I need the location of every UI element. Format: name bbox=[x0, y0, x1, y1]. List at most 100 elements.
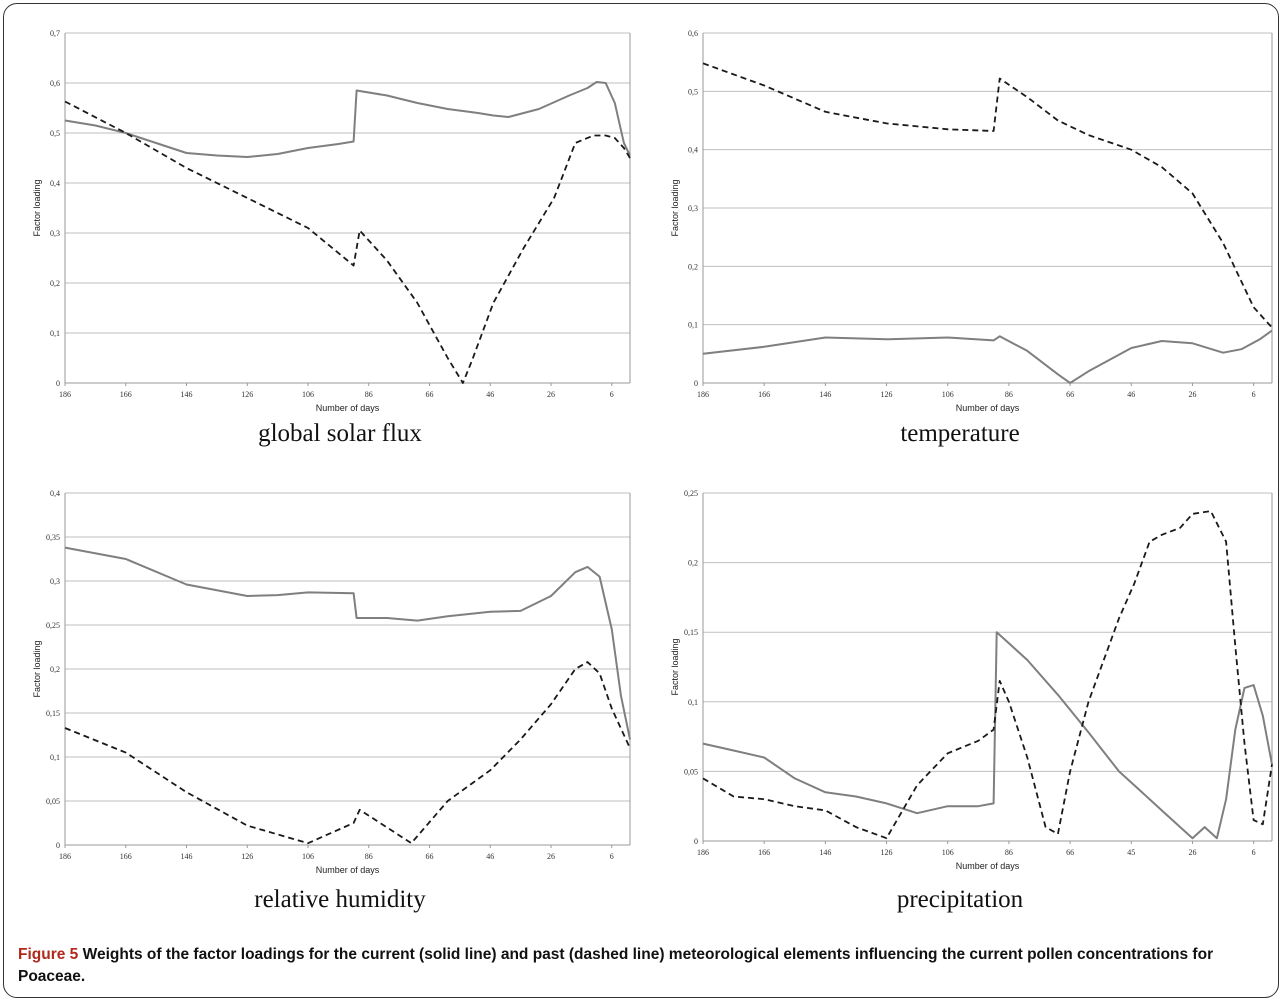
x-tick-label: 166 bbox=[758, 848, 770, 857]
y-tick-label: 0,2 bbox=[688, 559, 698, 568]
series-current-solid bbox=[702, 329, 1273, 384]
y-tick-label: 0,15 bbox=[684, 628, 698, 637]
y-tick-label: 0,25 bbox=[46, 621, 60, 630]
x-tick-label: 26 bbox=[1188, 390, 1196, 399]
y-tick-label: 0 bbox=[694, 379, 698, 388]
series-past-dashed bbox=[64, 661, 631, 845]
y-tick-label: 0,5 bbox=[688, 87, 698, 96]
figure-caption: Figure 5 Weights of the factor loadings … bbox=[18, 944, 1263, 988]
y-tick-label: 0,6 bbox=[688, 29, 698, 38]
series-past-dashed bbox=[64, 100, 631, 384]
x-tick-label: 6 bbox=[610, 390, 614, 399]
y-tick-label: 0,25 bbox=[684, 489, 698, 498]
x-tick-label: 46 bbox=[1127, 390, 1135, 399]
y-tick-label: 0,2 bbox=[688, 262, 698, 271]
x-tick-label: 106 bbox=[942, 390, 954, 399]
x-tick-label: 86 bbox=[1005, 848, 1013, 857]
subcaption-temperature: temperature bbox=[900, 420, 1020, 447]
y-tick-label: 0,1 bbox=[688, 698, 698, 707]
x-tick-label: 66 bbox=[426, 852, 434, 861]
x-axis-label: Number of days bbox=[316, 403, 380, 413]
chart-precipitation: 0 0,05 0,1 0,15 0,2 0,25 186 166 146 126 106 86 66 45… bbox=[670, 489, 1273, 871]
series-current-solid bbox=[702, 631, 1273, 840]
y-tick-label: 0,2 bbox=[50, 279, 60, 288]
y-tick-label: 0,3 bbox=[50, 229, 60, 238]
subcaption-humidity: relative humidity bbox=[254, 886, 426, 913]
x-tick-label: 26 bbox=[547, 390, 555, 399]
subcaption-precipitation: precipitation bbox=[896, 886, 1024, 913]
chart-panel-humidity: 0 0,05 0,1 0,15 0,2 0,25 0,3 0,35 0,4 186 166 146 12… bbox=[0, 480, 640, 935]
y-tick-label: 0,15 bbox=[46, 709, 60, 718]
x-tick-label: 6 bbox=[610, 852, 614, 861]
y-tick-label: 0 bbox=[56, 379, 60, 388]
y-tick-label: 0,6 bbox=[50, 79, 60, 88]
x-tick-label: 126 bbox=[881, 848, 893, 857]
series-past-dashed bbox=[702, 62, 1273, 329]
chart-humidity: 0 0,05 0,1 0,15 0,2 0,25 0,3 0,35 0,4 186 166 146 12… bbox=[32, 489, 631, 875]
y-axis-label: Factor loading bbox=[670, 179, 680, 236]
y-tick-label: 0,5 bbox=[50, 129, 60, 138]
y-axis-label: Factor loading bbox=[32, 179, 42, 236]
series-past-dashed bbox=[702, 510, 1273, 840]
x-tick-label: 126 bbox=[241, 852, 253, 861]
chart-panel-temperature: 0 0,1 0,2 0,3 0,4 0,5 0,6 186 166 146 126 106 86 66 46… bbox=[640, 0, 1282, 480]
figure-label: Figure 5 bbox=[18, 946, 79, 963]
y-tick-label: 0,3 bbox=[688, 204, 698, 213]
chart-solar-flux: 0 0,1 0,2 0,3 0,4 0,5 0,6 0,7 186 166 146 126 106 86 6… bbox=[32, 29, 631, 413]
y-axis-label: Factor loading bbox=[670, 638, 680, 695]
y-tick-label: 0,1 bbox=[50, 753, 60, 762]
y-tick-label: 0,4 bbox=[50, 489, 60, 498]
x-tick-label: 146 bbox=[181, 390, 193, 399]
x-tick-label: 186 bbox=[59, 390, 71, 399]
chart-temperature: 0 0,1 0,2 0,3 0,4 0,5 0,6 186 166 146 126 106 86 66 46… bbox=[670, 29, 1273, 413]
subcaption-solar-flux: global solar flux bbox=[258, 420, 422, 447]
x-tick-label: 186 bbox=[697, 848, 709, 857]
x-tick-label: 86 bbox=[365, 852, 373, 861]
y-tick-label: 0,05 bbox=[684, 767, 698, 776]
x-tick-label: 106 bbox=[942, 848, 954, 857]
figure-caption-text: Weights of the factor loadings for the c… bbox=[18, 946, 1214, 985]
x-tick-label: 66 bbox=[426, 390, 434, 399]
x-tick-label: 186 bbox=[697, 390, 709, 399]
series-current-solid bbox=[64, 546, 631, 740]
y-tick-label: 0,4 bbox=[688, 146, 698, 155]
y-tick-label: 0,3 bbox=[50, 577, 60, 586]
series-current-solid bbox=[64, 81, 631, 158]
x-tick-label: 66 bbox=[1066, 848, 1074, 857]
x-tick-label: 146 bbox=[819, 390, 831, 399]
y-tick-label: 0,1 bbox=[50, 329, 60, 338]
x-tick-label: 6 bbox=[1252, 848, 1256, 857]
y-tick-label: 0,1 bbox=[688, 321, 698, 330]
y-tick-label: 0,7 bbox=[50, 29, 60, 38]
x-tick-label: 66 bbox=[1066, 390, 1074, 399]
x-tick-label: 46 bbox=[486, 852, 494, 861]
x-tick-label: 26 bbox=[547, 852, 555, 861]
x-tick-label: 26 bbox=[1188, 848, 1196, 857]
x-tick-label: 166 bbox=[120, 852, 132, 861]
chart-panel-solar-flux: 0 0,1 0,2 0,3 0,4 0,5 0,6 0,7 186 166 146 126 106 86 6… bbox=[0, 0, 640, 480]
figure-frame bbox=[3, 3, 1279, 998]
x-axis-label: Number of days bbox=[956, 403, 1020, 413]
x-tick-label: 106 bbox=[302, 852, 314, 861]
x-tick-label: 146 bbox=[819, 848, 831, 857]
y-tick-label: 0,2 bbox=[50, 665, 60, 674]
y-tick-label: 0 bbox=[694, 837, 698, 846]
y-axis-label: Factor loading bbox=[32, 640, 42, 697]
x-tick-label: 106 bbox=[302, 390, 314, 399]
x-tick-label: 126 bbox=[881, 390, 893, 399]
x-tick-label: 46 bbox=[486, 390, 494, 399]
x-tick-label: 86 bbox=[1005, 390, 1013, 399]
y-tick-label: 0,4 bbox=[50, 179, 60, 188]
x-tick-label: 146 bbox=[181, 852, 193, 861]
x-tick-label: 186 bbox=[59, 852, 71, 861]
x-tick-label: 45 bbox=[1127, 848, 1135, 857]
x-tick-label: 166 bbox=[120, 390, 132, 399]
x-tick-label: 126 bbox=[241, 390, 253, 399]
y-tick-label: 0,05 bbox=[46, 797, 60, 806]
x-tick-label: 86 bbox=[365, 390, 373, 399]
x-tick-label: 6 bbox=[1252, 390, 1256, 399]
y-tick-label: 0,35 bbox=[46, 533, 60, 542]
chart-panel-precipitation: 0 0,05 0,1 0,15 0,2 0,25 186 166 146 126 106 86 66 45… bbox=[640, 480, 1282, 935]
x-axis-label: Number of days bbox=[316, 865, 380, 875]
x-axis-label: Number of days bbox=[956, 861, 1020, 871]
